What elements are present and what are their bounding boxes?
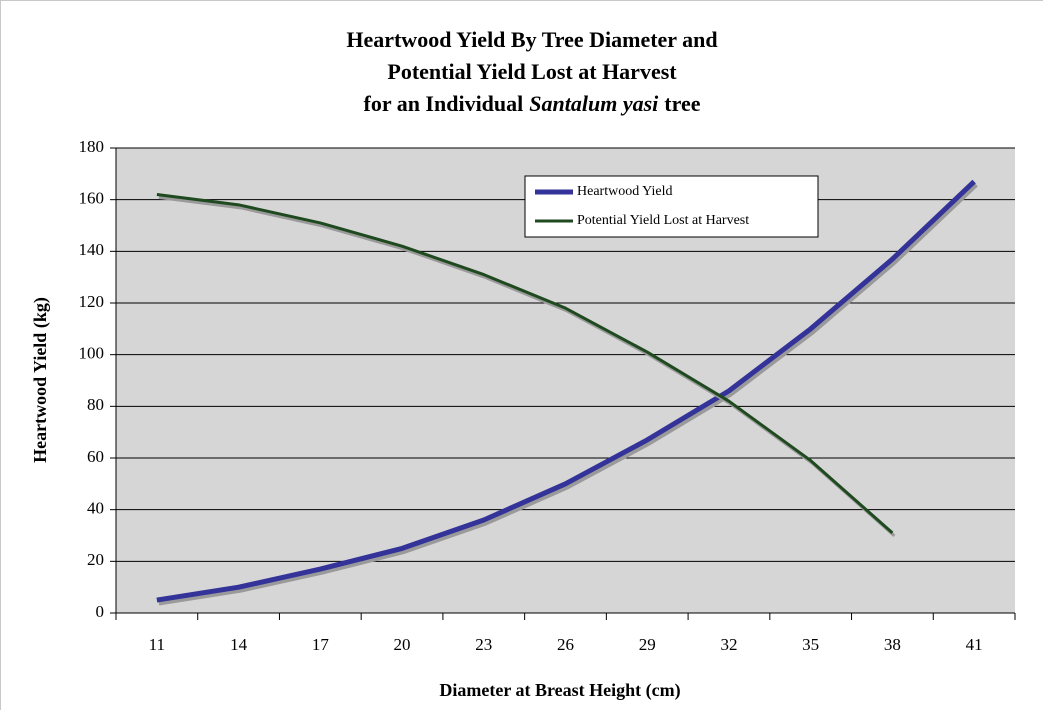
x-tick-label: 29 bbox=[639, 635, 656, 654]
x-tick-label: 20 bbox=[394, 635, 411, 654]
y-tick-label: 160 bbox=[79, 189, 105, 208]
chart-title: Potential Yield Lost at Harvest bbox=[387, 59, 677, 84]
y-tick-label: 0 bbox=[96, 602, 105, 621]
lines bbox=[156, 179, 978, 606]
series-line bbox=[156, 179, 976, 603]
y-tick-label: 60 bbox=[87, 447, 104, 466]
line-shadow bbox=[158, 182, 978, 606]
x-tick-label: 38 bbox=[884, 635, 901, 654]
y-tick-label: 100 bbox=[79, 344, 105, 363]
legend-label: Potential Yield Lost at Harvest bbox=[577, 213, 749, 228]
grid bbox=[116, 147, 1015, 614]
y-tick-label: 140 bbox=[79, 240, 105, 259]
x-tick-label: 32 bbox=[720, 635, 737, 654]
legend-box bbox=[524, 175, 819, 238]
x-tick-label: 17 bbox=[312, 635, 330, 654]
chart-title: Heartwood Yield By Tree Diameter and bbox=[346, 27, 717, 52]
x-tick-label: 26 bbox=[557, 635, 574, 654]
series-line bbox=[156, 193, 894, 535]
x-tick-label: 23 bbox=[475, 635, 492, 654]
legend: Heartwood Yield Potential Yield Lost at H… bbox=[524, 175, 819, 238]
y-tick-label: 20 bbox=[87, 550, 104, 569]
y-tick-label: 120 bbox=[79, 292, 105, 311]
x-tick-label: 35 bbox=[802, 635, 819, 654]
y-axis-title: Heartwood Yield (kg) bbox=[30, 297, 51, 463]
y-tick-label: 180 bbox=[79, 137, 105, 156]
x-axis-title: Diameter at Breast Height (cm) bbox=[439, 680, 680, 701]
legend-label: Heartwood Yield bbox=[577, 184, 673, 199]
y-tick-label: 40 bbox=[87, 499, 104, 518]
x-tick-label: 41 bbox=[966, 635, 983, 654]
x-tick-label: 14 bbox=[230, 635, 248, 654]
x-tick-label: 11 bbox=[149, 635, 165, 654]
y-tick-label: 80 bbox=[87, 395, 104, 414]
chart-title: for an Individual Santalum yasi tree bbox=[364, 91, 701, 116]
